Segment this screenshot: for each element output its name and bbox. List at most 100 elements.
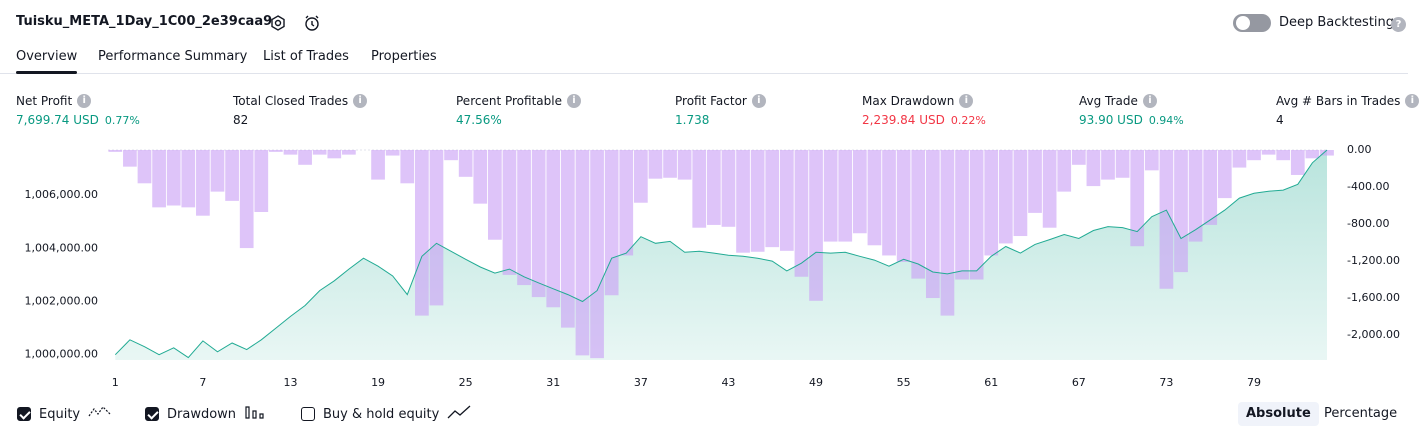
info-icon[interactable]: i [751,94,766,108]
drawdown-bar [925,150,940,299]
metric-value: 7,699.74 USD [16,113,99,127]
metric-value-row: 82 [233,113,248,127]
drawdown-bar [371,150,385,180]
drawdown-bar [181,150,196,208]
metric-value-row: 2,239.84 USD 0.22% [862,113,986,127]
drawdown-bar [604,150,619,296]
checkbox[interactable] [17,407,31,421]
drawdown-bar [955,150,969,280]
metric-label: Avg # Bars in Trades [1276,94,1401,108]
drawdown-bar [327,150,342,159]
x-tick-label: 37 [634,376,648,389]
metric-label-row: Avg Trade i [1079,94,1157,108]
drawdown-bar [838,150,853,242]
drawdown-bar [152,150,166,208]
info-icon[interactable]: i [1405,94,1420,108]
drawdown-bar [488,150,502,240]
metric-label-row: Percent Profitable i [456,94,581,108]
y2-tick-label: -2,000.00 [1347,328,1400,341]
drawdown-bar [1320,150,1334,156]
drawdown-bar [721,150,736,227]
drawdown-bar [736,150,750,253]
metric-percent: 0.94% [1148,114,1184,127]
drawdown-bar [1144,150,1159,171]
drawdown-bar [1130,150,1145,247]
drawdown-bar [809,150,823,301]
drawdown-bar [561,150,575,328]
drawdown-bar [444,150,458,161]
drawdown-bar [1057,150,1072,192]
alert-icon[interactable] [305,15,319,31]
drawdown-bar [502,150,517,275]
metric-value: 93.90 USD [1079,113,1143,127]
scale-button[interactable]: Absolute [1238,402,1319,426]
settings-icon[interactable] [271,15,285,31]
drawdown-bar [1086,150,1101,187]
info-icon[interactable]: i [566,94,581,108]
drawdown-bar [1261,150,1276,155]
drawdown-bar [385,150,400,156]
drawdown-bar [619,150,634,256]
drawdown-bar [590,150,604,359]
y-tick-label: 1,000,000.00 [25,348,98,361]
drawdown-bar [1115,150,1130,178]
info-icon[interactable]: i [959,94,974,108]
metric-value-row: 93.90 USD 0.94% [1079,113,1184,127]
tab[interactable]: List of Trades [263,49,349,64]
drawdown-bar [1232,150,1247,168]
y2-tick-label: 0.00 [1347,143,1372,156]
tab[interactable]: Properties [371,49,437,64]
y2-tick-label: -400.00 [1347,180,1389,193]
drawdown-bar [546,150,561,308]
chart: 1,000,000.00 1,002,000.00 1,004,000.00 1,00… [25,143,1400,389]
x-tick-label: 61 [984,376,998,389]
drawdown-bar [677,150,692,180]
checkbox[interactable] [301,407,315,421]
y-tick-label: 1,006,000.00 [25,188,98,201]
metric-label-row: Profit Factor i [675,94,766,108]
drawdown-bar [779,150,794,251]
metric-label: Avg Trade [1079,94,1138,108]
info-icon[interactable]: i [1142,94,1157,108]
legend-icon [447,404,471,424]
x-tick-label: 67 [1072,376,1086,389]
legend-item: Equity [17,404,112,424]
drawdown-bar [648,150,663,179]
tab[interactable]: Performance Summary [98,49,248,64]
drawdown-bar [473,150,488,204]
checkbox[interactable] [145,407,159,421]
info-icon[interactable]: i [353,94,368,108]
tab[interactable]: Overview [16,49,78,64]
drawdown-bar [998,150,1013,244]
drawdown-bar [517,150,531,286]
metric-value: 2,239.84 USD [862,113,945,127]
toggle[interactable] [1232,13,1272,33]
y2-tick-label: -800.00 [1347,217,1389,230]
metric-value: 47.56% [456,113,502,127]
scale-button[interactable]: Percentage [1324,406,1398,421]
drawdown-bar [911,150,926,279]
drawdown-bar [298,150,312,165]
legend-item: Drawdown [145,404,266,424]
metric-label-row: Total Closed Trades i [233,94,368,108]
metric-value-row: 47.56% [456,113,502,127]
drawdown-bar [663,150,677,178]
x-tick-label: 13 [283,376,297,389]
drawdown-bar [531,150,546,298]
x-tick-label: 31 [546,376,560,389]
equity-area [115,150,1327,360]
metric-label-row: Avg # Bars in Trades i [1276,94,1420,108]
metric-label: Total Closed Trades [233,94,349,108]
drawdown-bar [633,150,648,203]
drawdown-bar [692,150,707,228]
legend-icon-graphic [245,406,264,419]
drawdown-bar [823,150,838,242]
metric-label: Net Profit [16,94,73,108]
info-icon[interactable]: i [77,94,92,108]
legend-icon-graphic [88,406,112,417]
x-tick-label: 55 [897,376,911,389]
legend-label: Buy & hold equity [323,406,440,422]
drawdown-bar [415,150,429,316]
help-icon[interactable]: ? [1391,17,1406,32]
drawdown-bar [210,150,225,192]
